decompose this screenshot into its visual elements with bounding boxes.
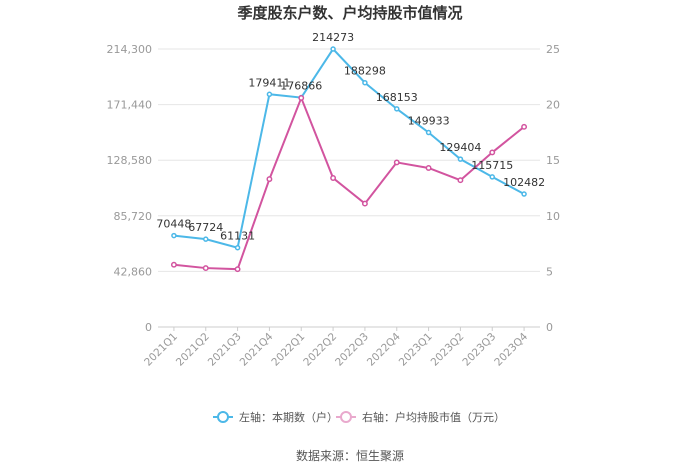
- point-holding-value[interactable]: [393, 159, 400, 166]
- chart-title: 季度股东户数、户均持股市值情况: [237, 4, 462, 22]
- point-households[interactable]: [171, 232, 177, 239]
- point-holding-value[interactable]: [170, 261, 177, 268]
- left-tick-label: 171,440: [107, 99, 153, 112]
- right-tick-label: 5: [546, 265, 553, 278]
- series-lines: [173, 47, 525, 271]
- x-tick-label: 2021Q3: [206, 331, 244, 369]
- legend-label-holding-value: 右轴：户均持股市值（万元）: [362, 410, 505, 424]
- series-line-holding-value: [173, 95, 525, 271]
- left-tick-label: 42,860: [114, 265, 153, 278]
- left-tick-label: 0: [145, 321, 152, 334]
- data-label-households: 149933: [408, 114, 450, 127]
- point-holding-value[interactable]: [234, 266, 241, 273]
- data-label-households: 188298: [344, 65, 386, 78]
- x-tick-label: 2022Q4: [365, 330, 403, 368]
- right-tick-label: 20: [546, 99, 560, 112]
- point-holding-value[interactable]: [361, 200, 368, 207]
- x-axis-ticks: 2021Q12021Q22021Q32021Q42022Q12022Q22022…: [142, 327, 530, 369]
- data-label-households: 102482: [503, 176, 545, 189]
- point-holding-value[interactable]: [266, 176, 273, 183]
- data-label-households: 61131: [220, 230, 255, 243]
- data-label-households: 179411: [248, 76, 290, 89]
- x-tick-label: 2023Q4: [492, 330, 530, 368]
- point-households[interactable]: [203, 236, 209, 242]
- point-households[interactable]: [394, 106, 400, 112]
- right-axis-ticks: 0 5 10 15 20 25: [546, 43, 560, 334]
- right-tick-label: 0: [546, 321, 553, 334]
- point-households[interactable]: [489, 174, 495, 180]
- legend-item-holding-value[interactable]: 右轴：户均持股市值（万元）: [336, 410, 505, 424]
- legend: 左轴：本期数（户） 右轴：户均持股市值（万元）: [213, 410, 505, 424]
- x-tick-label: 2022Q2: [301, 331, 339, 369]
- x-tick-label: 2021Q4: [238, 330, 276, 368]
- point-holding-value[interactable]: [298, 94, 305, 101]
- x-tick-label: 2021Q2: [174, 331, 212, 369]
- right-tick-label: 15: [546, 154, 560, 167]
- data-label-households: 168153: [376, 91, 418, 104]
- right-tick-label: 25: [546, 43, 560, 56]
- x-tick-label: 2021Q1: [142, 331, 180, 369]
- x-tick-label: 2022Q3: [333, 331, 371, 369]
- point-holding-value[interactable]: [425, 165, 432, 171]
- gridlines: [158, 48, 540, 328]
- data-label-households: 70448: [156, 218, 191, 231]
- point-households[interactable]: [266, 91, 273, 98]
- left-tick-label: 128,580: [107, 154, 153, 167]
- legend-item-households[interactable]: 左轴：本期数（户）: [213, 410, 338, 424]
- point-holding-value[interactable]: [330, 175, 337, 181]
- right-tick-label: 10: [546, 210, 560, 223]
- left-tick-label: 85,720: [114, 210, 153, 223]
- point-holding-value[interactable]: [457, 177, 464, 184]
- point-households[interactable]: [425, 129, 432, 136]
- point-holding-value[interactable]: [489, 149, 496, 156]
- data-label-households: 176866: [280, 80, 322, 93]
- x-tick-label: 2022Q1: [269, 331, 307, 369]
- data-label-households: 214273: [312, 31, 354, 44]
- data-source: 数据来源：恒生聚源: [296, 448, 404, 463]
- left-tick-label: 214,300: [107, 43, 153, 56]
- x-tick-label: 2023Q3: [460, 331, 498, 369]
- point-holding-value[interactable]: [521, 123, 528, 130]
- series-line-households: [173, 47, 525, 249]
- x-tick-label: 2023Q2: [429, 331, 467, 369]
- legend-swatch-holding-value-marker: [340, 411, 352, 423]
- data-label-households: 67724: [188, 221, 223, 234]
- legend-label-households: 左轴：本期数（户）: [239, 410, 338, 424]
- x-tick-label: 2023Q1: [397, 331, 435, 369]
- legend-swatch-households-marker: [217, 411, 229, 423]
- left-axis-ticks: 0 42,860 85,720 128,580 171,440 214,300: [107, 43, 153, 334]
- data-label-households: 129404: [439, 141, 481, 154]
- point-households[interactable]: [330, 46, 336, 52]
- point-households[interactable]: [457, 156, 464, 162]
- data-label-households: 115715: [471, 159, 513, 172]
- point-households[interactable]: [362, 79, 368, 86]
- series-points: [170, 46, 528, 273]
- point-holding-value[interactable]: [202, 265, 209, 272]
- point-households[interactable]: [234, 244, 241, 251]
- point-households[interactable]: [521, 191, 527, 197]
